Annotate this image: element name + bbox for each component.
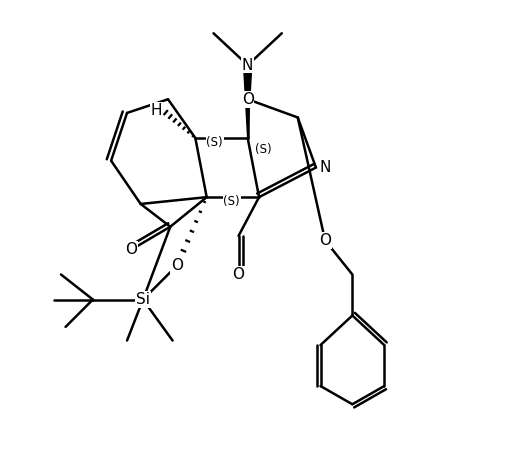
Text: N: N <box>319 160 331 175</box>
Text: O: O <box>126 242 137 257</box>
Text: O: O <box>171 258 183 273</box>
Text: N: N <box>242 58 253 73</box>
Text: Si: Si <box>136 292 150 307</box>
Text: O: O <box>233 267 244 282</box>
Polygon shape <box>244 65 252 138</box>
Text: H: H <box>151 103 162 118</box>
Text: (S): (S) <box>206 136 223 149</box>
Text: O: O <box>242 92 253 107</box>
Text: (S): (S) <box>256 143 272 156</box>
Text: O: O <box>319 233 331 248</box>
Text: (S): (S) <box>223 195 240 208</box>
